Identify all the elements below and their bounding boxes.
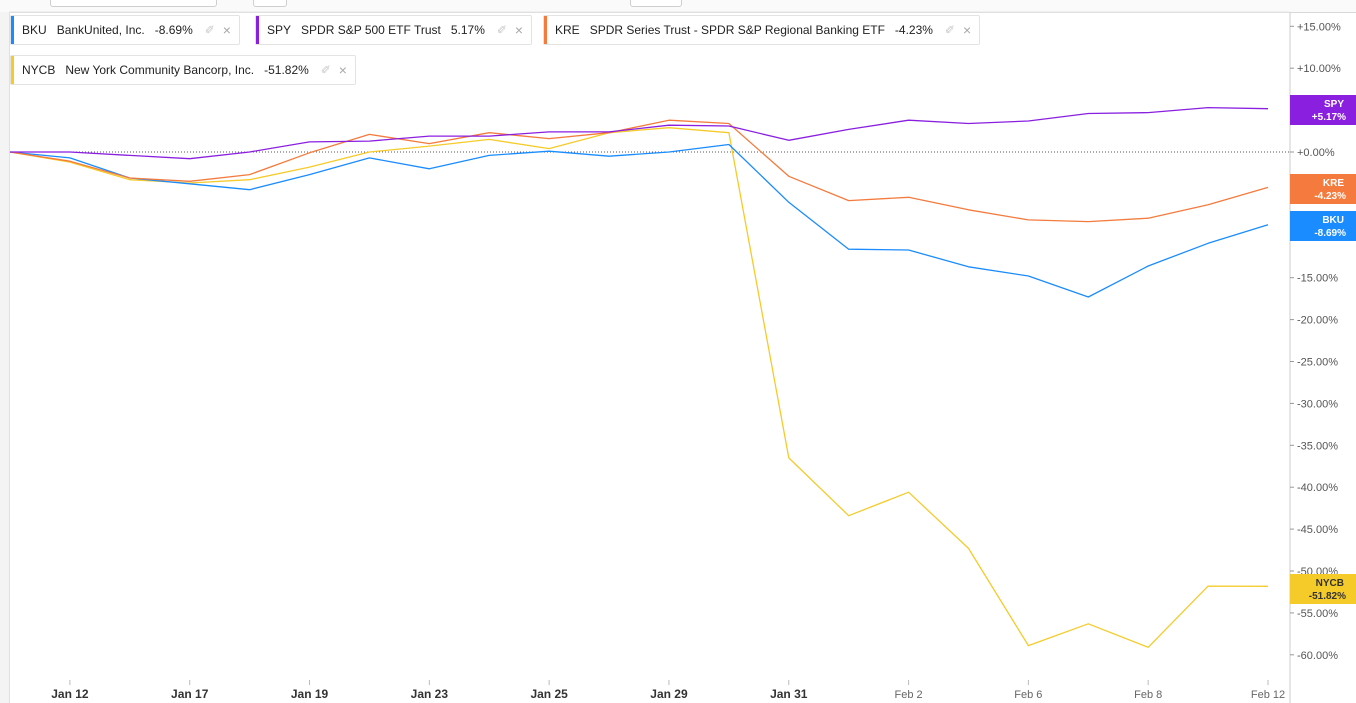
x-tick-label: Feb 12	[1251, 689, 1285, 701]
close-icon[interactable]: ×	[514, 22, 524, 38]
close-icon[interactable]: ×	[222, 22, 231, 38]
legend-symbol: KRE	[555, 23, 580, 37]
series-line-nycb	[9, 127, 1269, 648]
legend-symbol: SPY	[267, 23, 292, 37]
x-tick-label: Feb 8	[1134, 689, 1162, 701]
end-label-spy: SPY +5.17%	[1290, 95, 1356, 125]
close-icon[interactable]: ×	[962, 22, 972, 38]
y-tick-label: -15.00%	[1297, 273, 1338, 285]
legend-change: -4.23%	[894, 23, 933, 37]
legend-symbol: NYCB	[22, 63, 56, 77]
legend-color-bar	[256, 16, 259, 44]
left-panel-edge	[0, 12, 10, 703]
y-tick-label: +0.00%	[1297, 147, 1335, 159]
legend-item-spy[interactable]: SPY SPDR S&P 500 ETF Trust 5.17% ✐ ×	[255, 15, 533, 45]
legend-change: 5.17%	[450, 23, 485, 37]
legend-name: New York Community Bancorp, Inc.	[65, 63, 255, 77]
legend-symbol: BKU	[22, 23, 47, 37]
chart-action-icon[interactable]: ✐	[204, 23, 215, 37]
x-tick-label: Jan 29	[650, 687, 688, 701]
end-label-value: +5.17%	[1312, 112, 1346, 123]
x-tick-label: Jan 19	[291, 687, 329, 701]
end-label-kre: KRE -4.23%	[1290, 174, 1356, 204]
x-tick-label: Jan 23	[411, 687, 449, 701]
legend-name: SPDR Series Trust - SPDR S&P Regional Ba…	[589, 23, 885, 37]
y-tick-label: +10.00%	[1297, 63, 1341, 75]
x-tick-label: Jan 12	[51, 687, 89, 701]
chart-action-icon[interactable]: ✐	[496, 23, 507, 37]
legend-color-bar	[544, 16, 547, 44]
y-axis: +15.00%+10.00%+5.00%+0.00%-15.00%-20.00%…	[1290, 21, 1341, 662]
y-tick-label: -60.00%	[1297, 650, 1338, 662]
legend-color-bar	[11, 16, 14, 44]
x-tick-label: Jan 31	[770, 687, 808, 701]
end-label-box	[1290, 95, 1356, 125]
series-line-kre	[9, 119, 1269, 223]
y-tick-label: -55.00%	[1297, 608, 1338, 620]
end-label-value: -51.82%	[1309, 591, 1346, 602]
y-tick-label: +15.00%	[1297, 21, 1341, 33]
toolbar-control[interactable]	[630, 0, 682, 7]
legend-item-kre[interactable]: KRE SPDR Series Trust - SPDR S&P Regional…	[543, 15, 981, 45]
y-tick-label: -25.00%	[1297, 357, 1338, 369]
series-line-bku	[9, 143, 1269, 298]
end-label-bku: BKU -8.69%	[1290, 211, 1356, 241]
chart-action-icon[interactable]: ✐	[944, 23, 955, 37]
end-label-box	[1290, 574, 1356, 604]
series-line-spy	[10, 106, 1269, 160]
x-tick-label: Jan 25	[530, 687, 568, 701]
legend-item-nycb[interactable]: NYCB New York Community Bancorp, Inc. -51.…	[10, 55, 356, 85]
chart-action-icon[interactable]: ✐	[320, 63, 331, 77]
x-tick-label: Feb 6	[1014, 689, 1042, 701]
end-label-box	[1290, 211, 1356, 241]
end-label-value: -4.23%	[1314, 191, 1346, 202]
legend-name: SPDR S&P 500 ETF Trust	[301, 23, 441, 37]
end-label-nycb: NYCB -51.82%	[1290, 574, 1356, 604]
x-tick-label: Feb 2	[895, 689, 923, 701]
end-label-symbol: NYCB	[1316, 578, 1344, 589]
end-label-box	[1290, 174, 1356, 204]
x-tick-label: Jan 17	[171, 687, 209, 701]
end-label-symbol: SPY	[1324, 99, 1344, 110]
end-labels: SPY +5.17% KRE -4.23% BKU -8.69% NYCB -51.82%	[1290, 95, 1356, 604]
close-icon[interactable]: ×	[338, 62, 347, 78]
legend-change: -51.82%	[264, 63, 309, 77]
x-axis: Jan 12 Jan 17 Jan 19 Jan 23 Jan 25 Jan 29 Jan …	[51, 680, 1285, 701]
y-tick-label: -20.00%	[1297, 315, 1338, 327]
y-tick-label: -45.00%	[1297, 524, 1338, 536]
end-label-symbol: KRE	[1323, 178, 1344, 189]
y-tick-label: -40.00%	[1297, 482, 1338, 494]
series-lines	[9, 106, 1269, 648]
legend-item-bku[interactable]: BKU BankUnited, Inc. -8.69% ✐ ×	[10, 15, 240, 45]
toolbar-control[interactable]	[253, 0, 287, 7]
toolbar-control[interactable]	[50, 0, 217, 7]
end-label-symbol: BKU	[1322, 215, 1344, 226]
y-tick-label: -30.00%	[1297, 398, 1338, 410]
y-tick-label: -35.00%	[1297, 440, 1338, 452]
end-label-value: -8.69%	[1314, 228, 1346, 239]
legend-name: BankUnited, Inc.	[56, 23, 145, 37]
legend-change: -8.69%	[154, 23, 193, 37]
legend-color-bar	[11, 56, 14, 84]
